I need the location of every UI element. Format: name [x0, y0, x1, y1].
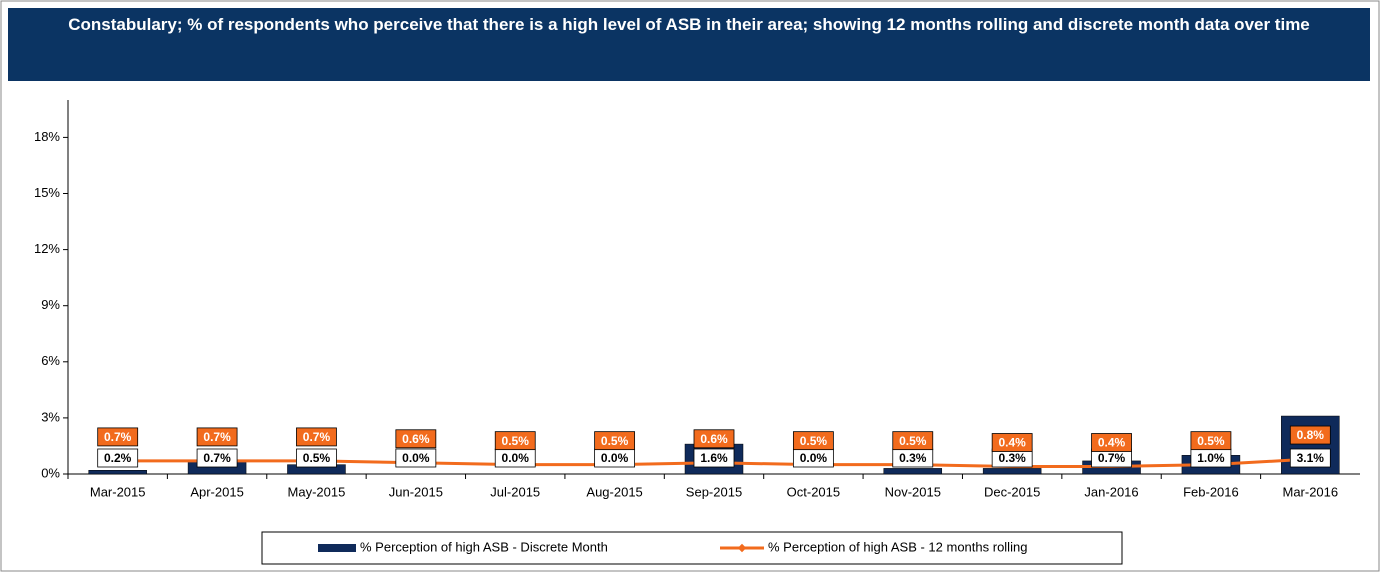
x-tick-label: Jun-2015	[389, 484, 443, 499]
legend-label: % Perception of high ASB - Discrete Mont…	[360, 539, 608, 554]
title-banner	[8, 8, 1370, 81]
x-tick-label: May-2015	[288, 484, 346, 499]
legend-swatch	[318, 544, 356, 552]
value-label: 0.5%	[1197, 434, 1225, 448]
legend-box	[261, 531, 1123, 565]
y-tick-label: 3%	[41, 409, 60, 424]
value-label-box	[395, 429, 437, 449]
value-label: 0.3%	[998, 451, 1026, 465]
y-tick-label: 6%	[41, 353, 60, 368]
value-label: 0.5%	[601, 434, 629, 448]
value-label: 3.1%	[1297, 451, 1325, 465]
value-label-box	[1091, 433, 1132, 452]
title-box: Constabulary; % of respondents who perce…	[68, 15, 1310, 34]
x-tick-label: Jan-2016	[1084, 484, 1138, 499]
bar	[982, 468, 1042, 475]
value-label-box	[1289, 425, 1331, 445]
y-tick-label: 18%	[34, 129, 60, 144]
y-tick-label: 0%	[41, 465, 60, 480]
x-tick-label: Mar-2015	[90, 484, 146, 499]
value-label: 0.6%	[402, 432, 430, 446]
y-tick-label: 12%	[34, 241, 60, 256]
value-label: 0.0%	[502, 451, 530, 465]
x-tick-label: Oct-2015	[787, 484, 840, 499]
x-tick-label: Mar-2016	[1282, 484, 1338, 499]
value-label-box	[991, 433, 1033, 452]
value-label-box	[494, 431, 536, 451]
value-label: 0.5%	[502, 434, 530, 448]
value-label-box	[1289, 448, 1331, 468]
bar	[88, 470, 147, 475]
value-label: 0.8%	[1297, 428, 1325, 442]
value-label: 0.4%	[998, 436, 1026, 450]
value-label-box	[693, 429, 735, 449]
value-label: 0.7%	[203, 430, 231, 444]
bar	[883, 468, 943, 475]
value-label-box	[1190, 431, 1232, 451]
value-label: 0.7%	[303, 430, 331, 444]
value-label: 0.2%	[104, 451, 132, 465]
x-tick-label: Aug-2015	[586, 484, 642, 499]
legend-marker	[737, 543, 747, 553]
value-label-box	[792, 431, 834, 451]
x-tick-label: Sep-2015	[686, 484, 742, 499]
value-label-box	[594, 431, 636, 451]
value-label-box	[97, 427, 139, 447]
value-label-box	[892, 431, 934, 451]
value-label: 0.3%	[899, 451, 927, 465]
value-label: 0.0%	[402, 451, 430, 465]
value-label: 0.0%	[601, 451, 629, 465]
x-tick-label: Apr-2015	[190, 484, 243, 499]
value-label: 0.6%	[700, 432, 728, 446]
value-label: 1.6%	[700, 451, 728, 465]
value-label: 0.4%	[1098, 436, 1126, 450]
value-label-box	[693, 448, 735, 468]
value-label-box	[196, 448, 238, 468]
value-label-box	[395, 448, 437, 468]
legend-label: % Perception of high ASB - 12 months rol…	[768, 539, 1027, 554]
value-label: 0.7%	[1098, 451, 1126, 465]
value-label-box	[196, 427, 238, 447]
value-label: 1.0%	[1197, 451, 1225, 465]
value-label: 0.5%	[800, 434, 828, 448]
value-label: 0.5%	[899, 434, 927, 448]
y-tick-label: 9%	[41, 297, 60, 312]
value-label: 0.7%	[203, 451, 231, 465]
value-label: 0.0%	[800, 451, 828, 465]
x-tick-label: Dec-2015	[984, 484, 1040, 499]
value-label-box	[296, 427, 337, 447]
x-tick-label: Jul-2015	[490, 484, 540, 499]
value-label-box	[296, 448, 337, 468]
value-label: 0.7%	[104, 430, 132, 444]
chart-title: Constabulary; % of respondents who perce…	[68, 15, 1310, 34]
value-label-box	[97, 448, 139, 468]
value-label: 0.5%	[303, 451, 331, 465]
x-tick-label: Feb-2016	[1183, 484, 1239, 499]
x-tick-label: Nov-2015	[885, 484, 941, 499]
y-tick-label: 15%	[34, 185, 60, 200]
